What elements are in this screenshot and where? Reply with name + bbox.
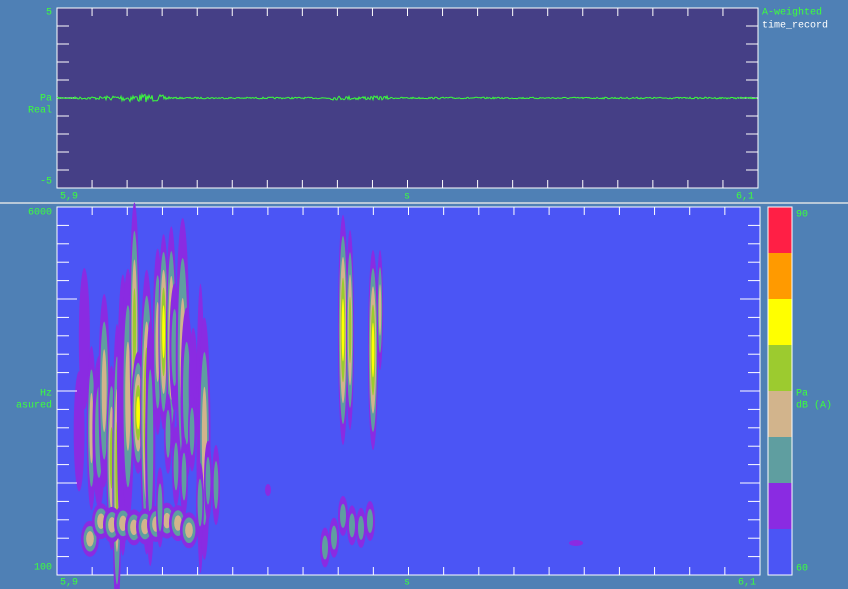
energy-blob: [147, 369, 153, 516]
bottom-y-kind: asured: [16, 400, 52, 412]
energy-blob: [136, 396, 140, 429]
color-swatch: [768, 345, 792, 391]
scale-label: dB (A): [796, 400, 832, 412]
energy-blob: [158, 483, 163, 531]
energy-blob: [358, 516, 364, 540]
energy-blob: [166, 410, 171, 458]
energy-blob: [185, 522, 193, 537]
color-swatch: [768, 437, 792, 483]
page: 5 Pa Real -5 A-weighted time_record 5,9 …: [0, 0, 848, 589]
color-swatch: [768, 483, 792, 529]
energy-blob: [349, 297, 352, 364]
color-swatch: [768, 207, 792, 253]
top-y-unit: Pa: [40, 94, 52, 105]
color-swatch: [768, 391, 792, 437]
legend-name: time_record: [762, 20, 828, 32]
energy-blob: [349, 513, 355, 537]
energy-blob: [569, 540, 583, 546]
bottom-x-end: 6,1: [738, 578, 756, 589]
energy-blob: [342, 299, 345, 362]
color-swatch: [768, 529, 792, 575]
energy-blob: [331, 526, 337, 550]
bottom-y-max: 6000: [28, 208, 52, 219]
energy-blob: [182, 453, 187, 501]
energy-blob: [198, 479, 203, 527]
top-y-kind: Real: [28, 105, 52, 117]
top-y-max: 5: [46, 8, 52, 19]
energy-blob: [322, 536, 328, 560]
bottom-x-start: 5,9: [60, 578, 78, 589]
energy-blob: [265, 484, 271, 496]
color-swatch: [768, 253, 792, 299]
energy-blob: [162, 305, 165, 358]
energy-blob: [86, 531, 94, 546]
energy-blob: [379, 284, 382, 335]
scale-min: 60: [796, 564, 808, 575]
energy-blob: [190, 407, 195, 455]
scale-max: 90: [796, 210, 808, 221]
bottom-y-unit: Hz: [40, 389, 52, 400]
energy-blob: [367, 509, 373, 533]
app-window: 5 Pa Real -5 A-weighted time_record 5,9 …: [0, 0, 848, 589]
energy-blob: [372, 323, 375, 378]
bottom-x-unit: s: [404, 578, 410, 589]
energy-blob: [206, 457, 211, 505]
top-x-start: 5,9: [60, 192, 78, 203]
scale-unit: Pa: [796, 389, 808, 400]
energy-blob: [102, 349, 107, 432]
energy-blob: [174, 442, 179, 490]
color-bar: [768, 207, 792, 575]
top-y-min: -5: [40, 177, 52, 188]
top-x-unit: s: [404, 192, 410, 203]
energy-blob: [340, 504, 346, 528]
legend-type: A-weighted: [762, 7, 822, 19]
color-swatch: [768, 299, 792, 345]
top-x-end: 6,1: [736, 192, 754, 203]
energy-blob: [214, 461, 219, 509]
bottom-y-min: 100: [34, 563, 52, 574]
